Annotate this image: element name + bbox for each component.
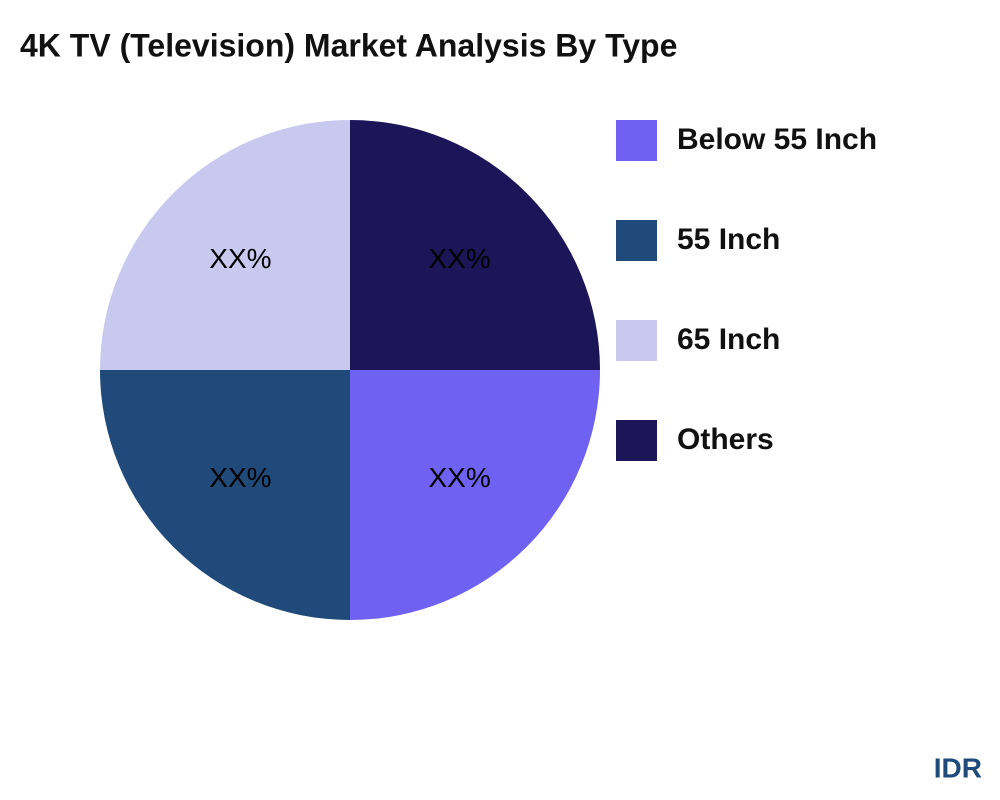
legend-swatch	[616, 220, 657, 261]
pie-slice	[100, 120, 350, 370]
logo: IDR	[934, 752, 982, 783]
legend-label: Below 55 Inch	[677, 123, 877, 156]
legend-swatch	[616, 420, 657, 461]
legend-label: 55 Inch	[677, 223, 780, 256]
data-label: XX%	[428, 462, 490, 493]
legend-swatch	[616, 320, 657, 361]
data-label: XX%	[209, 462, 271, 493]
legend-swatch	[616, 120, 657, 161]
legend-label: Others	[677, 423, 774, 456]
data-label: XX%	[209, 243, 271, 274]
pie-slice	[100, 370, 350, 620]
data-label: XX%	[428, 243, 490, 274]
pie-slice	[350, 370, 600, 620]
pie-slice	[350, 120, 600, 370]
legend-label: 65 Inch	[677, 323, 780, 356]
chart-title: 4K TV (Television) Market Analysis By Ty…	[20, 27, 677, 63]
